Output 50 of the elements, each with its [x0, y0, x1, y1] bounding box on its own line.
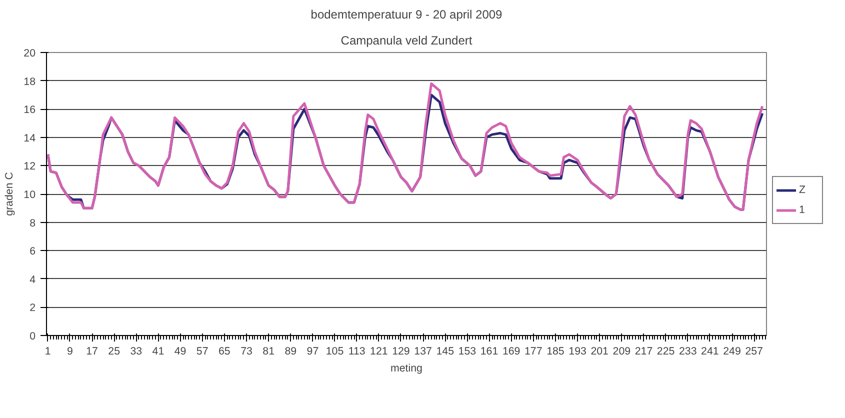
x-tick-label: 49 — [174, 346, 186, 358]
x-tick-label: 33 — [130, 346, 142, 358]
x-tick-label: 113 — [348, 346, 366, 358]
x-tick-label: 177 — [524, 346, 542, 358]
x-tick-label: 257 — [745, 346, 764, 358]
x-tick-label: 57 — [196, 346, 208, 358]
x-tick-label: 185 — [546, 346, 564, 358]
x-tick-label: 209 — [612, 346, 631, 358]
x-tick-label: 217 — [634, 346, 653, 358]
x-tick-label: 193 — [568, 346, 586, 358]
x-tick-label: 249 — [723, 346, 741, 358]
y-tick-label: 6 — [30, 246, 36, 258]
chart-subtitle: Campanula veld Zundert — [340, 34, 473, 48]
x-tick-label: 169 — [502, 346, 520, 358]
x-tick-label: 241 — [701, 346, 719, 358]
y-tick-label: 16 — [24, 104, 36, 116]
x-tick-label: 65 — [218, 346, 230, 358]
x-tick-label: 137 — [414, 346, 432, 358]
x-tick-label: 89 — [284, 346, 297, 358]
legend-label: Z — [799, 184, 807, 196]
x-tick-label: 233 — [678, 346, 697, 358]
x-tick-label: 121 — [370, 346, 388, 358]
y-tick-label: 8 — [30, 217, 36, 230]
x-tick-label: 105 — [326, 346, 344, 358]
y-axis-title: graden C — [4, 172, 16, 216]
legend-label: 1 — [799, 204, 806, 216]
y-tick-label: 4 — [30, 274, 36, 286]
x-tick-label: 9 — [66, 346, 73, 358]
y-tick-label: 0 — [30, 330, 36, 342]
x-tick-label: 145 — [436, 346, 454, 358]
x-tick-label: 129 — [392, 346, 410, 358]
y-tick-label: 20 — [24, 48, 36, 60]
x-tick-label: 25 — [108, 346, 120, 358]
y-tick-label: 18 — [24, 76, 36, 88]
x-axis-title: meting — [390, 362, 423, 374]
y-tick-label: 14 — [24, 132, 36, 144]
x-tick-label: 17 — [86, 346, 98, 358]
x-tick-label: 201 — [590, 346, 609, 358]
x-tick-label: 81 — [262, 346, 275, 358]
x-tick-label: 41 — [152, 346, 164, 358]
x-tick-label: 153 — [458, 346, 476, 358]
y-tick-label: 12 — [24, 160, 36, 173]
x-tick-label: 97 — [306, 346, 319, 358]
x-tick-label: 161 — [480, 346, 498, 358]
chart-title: bodemtemperatuur 9 - 20 april 2009 — [310, 8, 503, 22]
y-tick-label: 10 — [24, 189, 36, 201]
x-tick-label: 1 — [44, 346, 51, 358]
x-tick-label: 225 — [656, 346, 675, 358]
x-tick-label: 73 — [240, 346, 252, 358]
y-tick-label: 2 — [30, 302, 36, 314]
